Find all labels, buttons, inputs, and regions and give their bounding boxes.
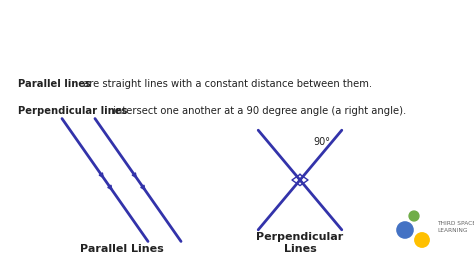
Text: are straight lines with a constant distance between them.: are straight lines with a constant dista… <box>80 79 372 89</box>
Circle shape <box>415 233 429 247</box>
Text: 90°: 90° <box>313 137 330 147</box>
Text: Parallel and Perpendicular Lines: Parallel and Perpendicular Lines <box>12 21 314 39</box>
Text: THIRD SPACE
LEARNING: THIRD SPACE LEARNING <box>437 221 474 233</box>
Text: Perpendicular
Lines: Perpendicular Lines <box>256 232 344 254</box>
Circle shape <box>397 222 413 238</box>
Text: Parallel Lines: Parallel Lines <box>80 244 164 254</box>
Text: Parallel lines: Parallel lines <box>18 79 91 89</box>
Text: Perpendicular lines: Perpendicular lines <box>18 106 128 116</box>
Circle shape <box>409 211 419 221</box>
Text: intersect one another at a 90 degree angle (a right angle).: intersect one another at a 90 degree ang… <box>110 106 406 116</box>
